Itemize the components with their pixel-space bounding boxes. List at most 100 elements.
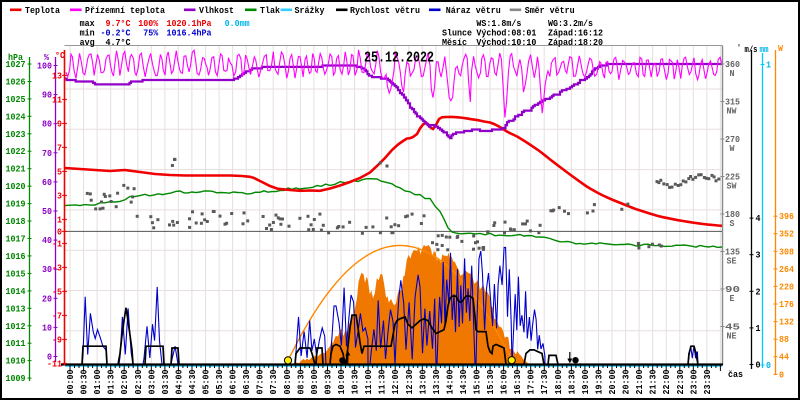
svg-text:19:30: 19:30 bbox=[595, 370, 605, 395]
svg-text:16:00: 16:00 bbox=[500, 370, 510, 395]
svg-text:1023: 1023 bbox=[6, 130, 26, 140]
svg-text:10:30: 10:30 bbox=[351, 370, 361, 395]
svg-text:16:30: 16:30 bbox=[513, 370, 523, 395]
svg-text:°C: °C bbox=[55, 51, 66, 61]
svg-text:88: 88 bbox=[779, 335, 789, 345]
svg-text:1027: 1027 bbox=[6, 60, 26, 70]
svg-text:10:00: 10:00 bbox=[337, 370, 347, 395]
svg-text:NE: NE bbox=[727, 332, 738, 342]
svg-text:-0.2°C: -0.2°C bbox=[101, 29, 132, 39]
svg-text:1014: 1014 bbox=[6, 287, 27, 297]
svg-text:264: 264 bbox=[779, 265, 795, 275]
svg-text:10: 10 bbox=[42, 323, 52, 333]
svg-text:0: 0 bbox=[47, 353, 52, 363]
svg-text:44: 44 bbox=[779, 353, 790, 363]
svg-text:0: 0 bbox=[766, 361, 771, 371]
svg-text:1015: 1015 bbox=[6, 269, 26, 279]
svg-text:3: 3 bbox=[57, 191, 62, 201]
svg-text:Srážky: Srážky bbox=[295, 6, 326, 16]
svg-text:1022: 1022 bbox=[6, 147, 26, 157]
svg-text:WS:1.8m/s: WS:1.8m/s bbox=[476, 19, 521, 29]
svg-text:Východ:08:01: Východ:08:01 bbox=[476, 29, 537, 39]
svg-text:0: 0 bbox=[779, 370, 784, 380]
svg-text:SW: SW bbox=[727, 182, 738, 192]
svg-text:avg: avg bbox=[80, 38, 95, 48]
svg-text:360: 360 bbox=[725, 60, 740, 70]
svg-text:Rychlost větru: Rychlost větru bbox=[350, 6, 420, 16]
svg-text:1025: 1025 bbox=[6, 95, 26, 105]
svg-text:270: 270 bbox=[725, 135, 740, 145]
svg-text:04:00: 04:00 bbox=[174, 370, 184, 395]
svg-text:308: 308 bbox=[779, 247, 794, 257]
svg-text:225: 225 bbox=[725, 173, 740, 183]
svg-text:100: 100 bbox=[37, 62, 52, 72]
svg-text:07:00: 07:00 bbox=[256, 370, 266, 395]
svg-text:0.0mm: 0.0mm bbox=[225, 19, 251, 29]
svg-text:180: 180 bbox=[725, 210, 740, 220]
svg-text:max: max bbox=[80, 19, 96, 29]
svg-text:W: W bbox=[778, 44, 784, 54]
svg-text:100%: 100% bbox=[138, 19, 159, 29]
svg-text:1019: 1019 bbox=[6, 200, 26, 210]
svg-text:Slunce: Slunce bbox=[442, 29, 472, 39]
svg-text:Teplota: Teplota bbox=[25, 6, 61, 16]
svg-text:75%: 75% bbox=[143, 29, 159, 39]
svg-text:80: 80 bbox=[42, 120, 52, 130]
svg-text:11:00: 11:00 bbox=[364, 370, 374, 395]
svg-text:W: W bbox=[730, 144, 736, 154]
svg-text:315: 315 bbox=[725, 98, 740, 108]
svg-text:Západ:16:12: Západ:16:12 bbox=[548, 29, 603, 39]
svg-text:4.7°C: 4.7°C bbox=[106, 38, 132, 48]
svg-text:hPa: hPa bbox=[8, 53, 24, 63]
svg-text:18:30: 18:30 bbox=[567, 370, 577, 395]
svg-text:03:00: 03:00 bbox=[147, 370, 157, 395]
svg-text:1016: 1016 bbox=[6, 252, 26, 262]
svg-text:5: 5 bbox=[57, 167, 62, 177]
svg-text:17:00: 17:00 bbox=[527, 370, 537, 395]
svg-text:%: % bbox=[44, 53, 50, 63]
svg-text:30: 30 bbox=[42, 265, 52, 275]
svg-text:396: 396 bbox=[779, 212, 794, 222]
svg-text:1: 1 bbox=[57, 215, 63, 225]
svg-text:Měsíc: Měsíc bbox=[442, 38, 467, 48]
svg-text:-1: -1 bbox=[52, 239, 63, 249]
svg-text:0: 0 bbox=[756, 361, 761, 371]
svg-text:1020.1hPa: 1020.1hPa bbox=[167, 19, 213, 29]
svg-text:352: 352 bbox=[779, 230, 794, 240]
svg-text:14:30: 14:30 bbox=[459, 370, 469, 395]
svg-text:01:00: 01:00 bbox=[93, 370, 103, 395]
svg-text:07:30: 07:30 bbox=[269, 370, 279, 395]
svg-text:21:30: 21:30 bbox=[649, 370, 659, 395]
svg-text:176: 176 bbox=[779, 300, 794, 310]
svg-text:13:00: 13:00 bbox=[418, 370, 428, 395]
svg-text:132: 132 bbox=[779, 318, 794, 328]
svg-text:Tlak: Tlak bbox=[260, 6, 281, 16]
svg-text:E: E bbox=[730, 294, 736, 304]
svg-text:22:00: 22:00 bbox=[662, 370, 672, 395]
svg-text:-11: -11 bbox=[47, 359, 63, 369]
svg-text:1018: 1018 bbox=[6, 217, 26, 227]
svg-text:23:30: 23:30 bbox=[703, 370, 713, 395]
svg-text:17:30: 17:30 bbox=[540, 370, 550, 395]
svg-text:20: 20 bbox=[42, 294, 52, 304]
svg-text:220: 220 bbox=[779, 282, 794, 292]
svg-text:4: 4 bbox=[756, 214, 762, 224]
svg-text:1010: 1010 bbox=[6, 357, 26, 367]
svg-text:1021: 1021 bbox=[6, 165, 27, 175]
svg-text:09:30: 09:30 bbox=[323, 370, 333, 395]
svg-text:-3: -3 bbox=[52, 263, 62, 273]
svg-text:1016.4hPa: 1016.4hPa bbox=[167, 29, 213, 39]
svg-text:m/s: m/s bbox=[745, 45, 758, 55]
svg-text:-5: -5 bbox=[52, 287, 62, 297]
svg-text:11: 11 bbox=[52, 95, 63, 105]
svg-text:20:30: 20:30 bbox=[622, 370, 632, 395]
svg-text:21:00: 21:00 bbox=[635, 370, 645, 395]
svg-text:23:00: 23:00 bbox=[689, 370, 699, 395]
svg-text:06:00: 06:00 bbox=[229, 370, 239, 395]
svg-text:S: S bbox=[730, 219, 736, 229]
svg-text:90: 90 bbox=[725, 285, 740, 295]
svg-text:9.7°C: 9.7°C bbox=[106, 19, 132, 29]
svg-text:Vlhkost: Vlhkost bbox=[199, 6, 234, 16]
svg-text:1012: 1012 bbox=[6, 322, 26, 332]
svg-text:9: 9 bbox=[57, 119, 62, 129]
